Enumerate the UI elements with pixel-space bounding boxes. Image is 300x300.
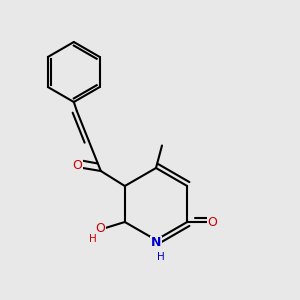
Text: O: O [73,159,82,172]
Text: O: O [208,215,218,229]
Text: H: H [157,251,164,262]
Text: N: N [151,236,161,250]
Text: H: H [88,233,96,244]
Text: O: O [95,221,105,235]
